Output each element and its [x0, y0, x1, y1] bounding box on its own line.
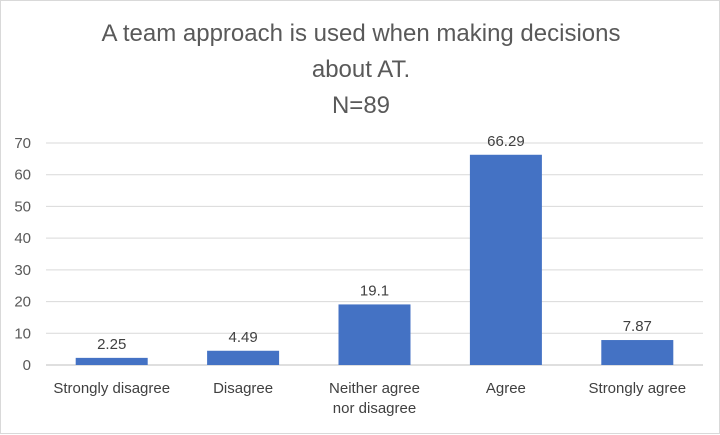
y-tick-label: 0 — [23, 357, 31, 374]
bar — [338, 304, 411, 365]
x-axis: Strongly disagree Disagree Neither agree no… — [53, 380, 686, 417]
chart-title-line: A team approach is used when making deci… — [102, 20, 621, 47]
chart-title-line: about AT. — [312, 56, 410, 83]
x-category-label: Strongly agree — [589, 380, 687, 397]
data-label: 66.29 — [487, 133, 525, 150]
x-category-label: Disagree — [213, 380, 273, 397]
gridlines — [46, 142, 703, 366]
y-tick-label: 20 — [14, 294, 31, 311]
data-labels: 2.25 4.49 19.1 66.29 7.87 — [97, 133, 652, 353]
y-tick-label: 10 — [14, 325, 31, 342]
data-label: 2.25 — [97, 336, 126, 353]
bar — [207, 350, 280, 365]
x-category-label: Strongly disagree — [53, 380, 170, 397]
y-tick-label: 40 — [14, 230, 31, 247]
y-tick-label: 60 — [14, 167, 31, 184]
data-label: 7.87 — [623, 318, 652, 335]
y-tick-label: 50 — [14, 198, 31, 215]
data-label: 19.1 — [360, 282, 389, 299]
bars — [75, 154, 674, 365]
bar — [469, 154, 542, 365]
chart-title: A team approach is used when making deci… — [102, 20, 621, 119]
chart-title-line: N=89 — [332, 92, 390, 119]
y-tick-label: 70 — [14, 135, 31, 152]
bar — [601, 340, 674, 365]
x-category-label: nor disagree — [333, 400, 416, 417]
y-axis: 0 10 20 30 40 50 60 70 — [14, 135, 31, 374]
bar — [75, 357, 148, 365]
y-tick-label: 30 — [14, 262, 31, 279]
x-category-label: Agree — [486, 380, 526, 397]
x-category-label: Neither agree — [329, 380, 420, 397]
data-label: 4.49 — [228, 329, 257, 346]
